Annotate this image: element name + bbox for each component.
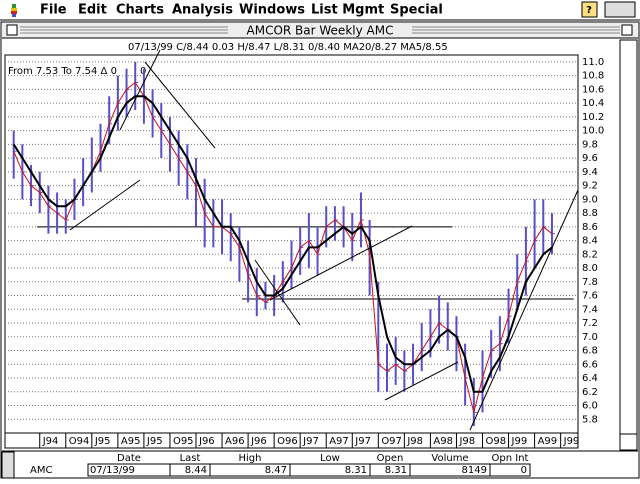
x-tick-label: A97 xyxy=(329,436,349,447)
menu-bar xyxy=(0,0,640,20)
x-tick-label: J96 xyxy=(250,436,267,447)
help-icon[interactable] xyxy=(581,1,598,18)
x-tick-label: J98 xyxy=(458,436,475,447)
menu-item[interactable]: File xyxy=(40,3,67,18)
status-header: High xyxy=(239,453,262,464)
y-tick-label: 11.0 xyxy=(582,57,604,68)
info-line: 07/13/99 C/8.44 0.03 H/8.47 L/8.31 0/8.4… xyxy=(128,42,448,53)
menu-item[interactable]: List Mgmt xyxy=(311,3,384,18)
v-scrollbar[interactable] xyxy=(619,39,638,435)
status-value: 8.47 xyxy=(265,465,287,476)
y-tick-label: 6.6 xyxy=(582,359,598,370)
close-line xyxy=(13,81,553,413)
status-handle[interactable] xyxy=(1,451,15,479)
y-tick-label: 8.0 xyxy=(582,263,598,274)
status-header: Open xyxy=(377,453,404,464)
status-value: 07/13/99 xyxy=(90,465,135,476)
x-tick-label: J98 xyxy=(406,436,423,447)
close-box[interactable] xyxy=(6,24,18,36)
x-tick-label: A95 xyxy=(121,436,141,447)
menu-item[interactable]: Analysis xyxy=(172,3,233,18)
y-tick-label: 7.6 xyxy=(582,291,598,302)
status-value: 0 xyxy=(521,465,527,476)
status-value: 8.31 xyxy=(385,465,407,476)
x-tick-label: A98 xyxy=(433,436,453,447)
x-tick-label: J95 xyxy=(146,436,163,447)
y-tick-label: 8.2 xyxy=(582,249,598,260)
y-tick-label: 10.8 xyxy=(582,71,604,82)
menu-item[interactable]: Windows xyxy=(239,3,305,18)
x-tick-label: O97 xyxy=(381,436,402,447)
status-cell xyxy=(489,463,531,477)
x-tick-label: J94 xyxy=(42,436,59,447)
y-tick-label: 9.8 xyxy=(582,139,598,150)
x-tick-label: J96 xyxy=(198,436,215,447)
apple-logo xyxy=(11,4,17,17)
status-header: Date xyxy=(117,453,141,464)
status-value: 8.31 xyxy=(345,465,367,476)
y-tick-label: 9.6 xyxy=(582,153,598,164)
y-tick-label: 6.2 xyxy=(582,387,598,398)
scroll-arrow[interactable] xyxy=(619,433,638,451)
x-tick-label: O98 xyxy=(486,436,507,447)
menu-item[interactable]: Charts xyxy=(116,3,164,18)
y-tick-label: 10.2 xyxy=(582,112,604,123)
title-stripes xyxy=(20,26,620,34)
window-title: AMCOR Bar Weekly AMC xyxy=(247,24,394,38)
trend-lines xyxy=(69,49,579,431)
range-line: From 7.53 To 7.54 Δ 0 xyxy=(8,66,117,77)
x-tick-label: O96 xyxy=(277,436,298,447)
ma20-line xyxy=(12,95,553,393)
x-tick-label: J99 xyxy=(511,436,528,447)
x-tick-label: J97 xyxy=(302,436,319,447)
y-tick-label: 9.4 xyxy=(582,167,598,178)
x-tick-label: J97 xyxy=(354,436,371,447)
y-tick-label: 6.4 xyxy=(582,373,598,384)
x-tick-label: O95 xyxy=(173,436,194,447)
y-tick-label: 7.8 xyxy=(582,277,598,288)
y-tick-label: 6.8 xyxy=(582,346,598,357)
x-axis-strip xyxy=(4,432,579,449)
menu-item[interactable]: Special xyxy=(390,3,443,18)
y-tick-label: 8.8 xyxy=(582,208,598,219)
window-frame xyxy=(0,21,640,479)
status-header: Opn Int xyxy=(492,453,529,464)
x-tick-label: O94 xyxy=(69,436,90,447)
y-tick-label: 10.6 xyxy=(582,84,604,95)
status-value: 8149 xyxy=(462,465,487,476)
y-tick-label: 9.2 xyxy=(582,181,598,192)
y-tick-label: 8.4 xyxy=(582,236,598,247)
y-tick-label: 10.4 xyxy=(582,98,604,109)
x-tick-label: A99 xyxy=(538,436,558,447)
status-value: 8.44 xyxy=(185,465,207,476)
help-glyph: ? xyxy=(586,5,592,16)
y-tick-label: 9.0 xyxy=(582,194,598,205)
y-tick-label: 7.0 xyxy=(582,332,598,343)
app-icon[interactable] xyxy=(604,1,636,18)
y-tick-label: 7.2 xyxy=(582,318,598,329)
y-tick-label: 10.0 xyxy=(582,126,604,137)
y-tick-label: 8.6 xyxy=(582,222,598,233)
x-tick-label: J95 xyxy=(94,436,111,447)
x-tick-label: J99 xyxy=(563,436,580,447)
status-header: Volume xyxy=(431,453,468,464)
y-tick-label: 5.8 xyxy=(582,414,598,425)
x-tick-label: A96 xyxy=(225,436,245,447)
status-symbol: AMC xyxy=(30,465,52,476)
y-tick-label: 6.0 xyxy=(582,401,598,412)
zoom-box[interactable] xyxy=(621,24,633,36)
menu-item[interactable]: Edit xyxy=(78,3,107,18)
status-header: Last xyxy=(180,453,201,464)
status-header: Low xyxy=(320,453,340,464)
y-tick-label: 7.4 xyxy=(582,304,598,315)
